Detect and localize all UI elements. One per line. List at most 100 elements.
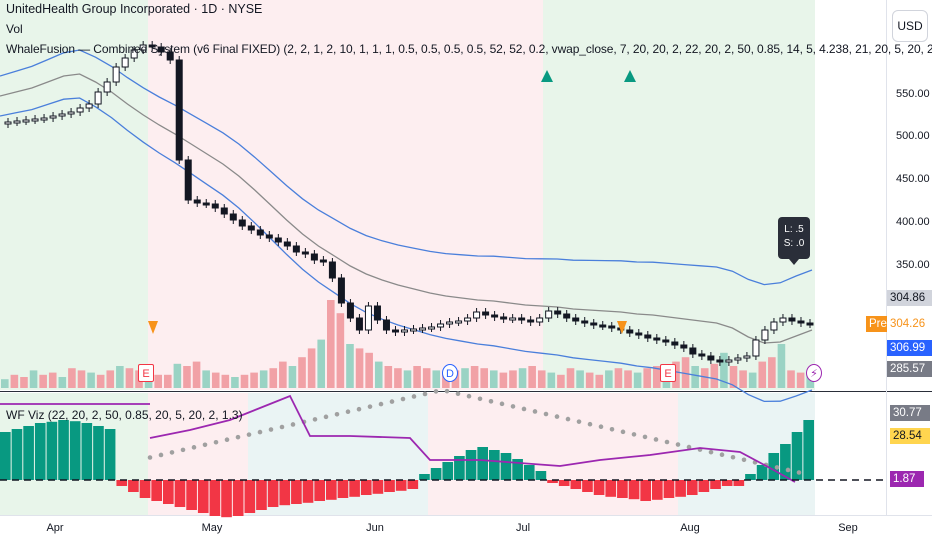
candle-body xyxy=(76,107,84,113)
volume-bar xyxy=(595,374,604,388)
earnings-marker[interactable]: E xyxy=(660,364,676,382)
histogram-bar xyxy=(570,480,582,489)
candle-body xyxy=(328,261,336,279)
candle-body xyxy=(400,329,409,333)
histogram-bar xyxy=(582,480,593,492)
volume-legend[interactable]: Vol xyxy=(6,22,23,36)
histogram-bar xyxy=(302,480,314,503)
time-tick-label: Sep xyxy=(838,522,858,534)
earnings-marker[interactable]: E xyxy=(138,364,154,382)
signal-dot xyxy=(323,414,329,420)
histogram-bar xyxy=(652,480,663,500)
volume-bar xyxy=(566,368,575,388)
signal-dot xyxy=(642,434,648,440)
signal-dot xyxy=(224,437,230,443)
volume-bar xyxy=(748,372,757,388)
histogram-bar xyxy=(81,423,93,480)
candle-body xyxy=(211,203,219,209)
candle-body xyxy=(13,120,21,124)
candle-body xyxy=(103,81,111,93)
signal-dot xyxy=(466,393,472,399)
histogram-bar xyxy=(675,480,686,497)
histogram-bar xyxy=(372,480,384,494)
signal-dot xyxy=(609,426,615,432)
candle-body xyxy=(247,225,255,231)
histogram-bar xyxy=(279,480,291,506)
histogram-bar xyxy=(0,432,11,480)
volume-bar xyxy=(106,370,115,388)
volume-bar xyxy=(240,374,249,388)
dividend-marker[interactable]: D xyxy=(442,364,458,382)
volume-bar xyxy=(509,370,517,388)
signal-dot xyxy=(653,437,659,442)
signal-dot xyxy=(191,445,197,450)
candle-body xyxy=(581,320,589,324)
signal-dot xyxy=(708,449,714,455)
candle-body xyxy=(283,241,291,247)
candle-body xyxy=(779,317,787,323)
volume-bar xyxy=(346,344,354,388)
candle-body xyxy=(346,302,354,319)
sub-indicator-legend[interactable]: WF Viz (22, 20, 2, 50, 0.85, 20, 5, 20, … xyxy=(6,408,243,422)
signal-dot xyxy=(631,432,637,437)
candle-body xyxy=(265,234,273,239)
volume-bar xyxy=(787,370,795,388)
signal-dot xyxy=(279,424,285,430)
candle-body xyxy=(599,324,607,328)
candle-body xyxy=(419,327,427,331)
candles-layer xyxy=(4,41,814,366)
histogram-bar xyxy=(686,480,698,495)
volume-bar xyxy=(403,370,412,388)
candle-body xyxy=(473,311,481,319)
histogram-bar xyxy=(628,480,640,500)
volume-bar xyxy=(1,379,9,388)
sell-signal-marker xyxy=(617,321,627,334)
signal-dot xyxy=(334,411,340,417)
split-marker[interactable]: ⚡ xyxy=(806,364,822,382)
signal-dot xyxy=(796,470,802,475)
histogram-bar xyxy=(663,480,675,498)
candle-body xyxy=(184,159,192,201)
candle-body xyxy=(310,253,318,261)
indicator-legend[interactable]: WhaleFusion — Combined System (v6 Final … xyxy=(6,42,932,56)
volume-bar xyxy=(710,363,719,388)
volume-bar xyxy=(537,370,546,388)
candle-body xyxy=(301,251,309,255)
candle-body xyxy=(518,317,526,321)
volume-bar xyxy=(87,372,95,388)
last-price-tag: 304.86 xyxy=(887,290,932,306)
upper-band-tag: 306.99 xyxy=(887,340,932,356)
signal-dot xyxy=(356,406,362,412)
volume-bar xyxy=(758,361,767,388)
chart-title[interactable]: UnitedHealth Group Incorporated · 1D · N… xyxy=(6,2,263,16)
volume-bar xyxy=(681,357,690,388)
candle-body xyxy=(373,305,381,321)
volume-bar xyxy=(58,377,67,388)
histogram-bar xyxy=(780,444,791,480)
volume-bar xyxy=(700,368,709,388)
histogram-bar xyxy=(419,474,430,480)
signal-dot xyxy=(499,401,505,407)
candle-body xyxy=(491,314,499,318)
volume-bar xyxy=(154,374,162,388)
volume-bar xyxy=(116,366,124,388)
candle-body xyxy=(391,329,399,333)
sub-value-tag-c: 1.87 xyxy=(890,471,924,487)
signal-dot xyxy=(675,442,681,447)
candle-body xyxy=(94,91,102,105)
signal-dot xyxy=(455,391,461,396)
volume-bar xyxy=(643,368,651,388)
currency-button[interactable]: USD xyxy=(892,10,928,42)
candle-body xyxy=(139,44,147,51)
volume-bar xyxy=(68,368,76,388)
volume-bar xyxy=(576,370,584,388)
lower-band-line xyxy=(0,97,813,403)
candle-body xyxy=(689,347,697,355)
candle-body xyxy=(166,51,174,61)
histogram-bar xyxy=(500,453,512,480)
candle-body xyxy=(509,317,517,321)
volume-bar xyxy=(739,370,747,388)
candle-body xyxy=(716,359,724,363)
bands-layer xyxy=(0,49,813,403)
candle-body xyxy=(806,322,814,326)
